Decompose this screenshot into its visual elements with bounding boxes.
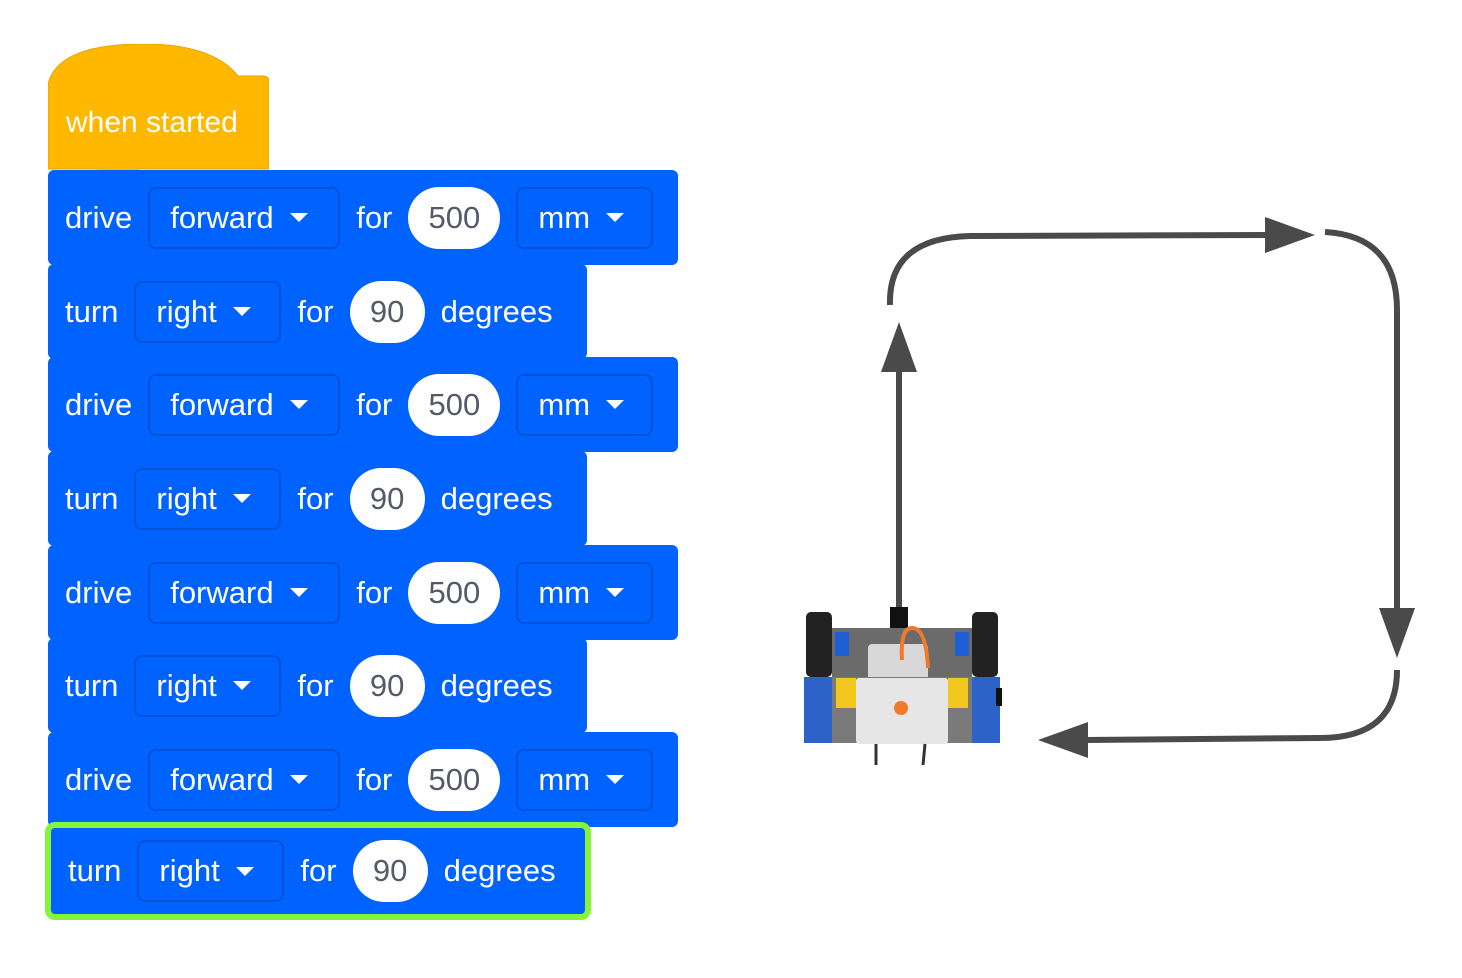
direction-value: right [156, 480, 217, 516]
turn-block[interactable]: turn right for 90 degrees [48, 638, 587, 733]
caret-down-icon [232, 494, 251, 503]
unit-value: mm [538, 761, 591, 797]
for-label: for [356, 199, 393, 235]
for-label: for [297, 667, 334, 703]
block-keyword: drive [65, 574, 133, 610]
direction-value: right [159, 853, 220, 888]
direction-value: forward [170, 574, 274, 610]
block-keyword: turn [65, 293, 119, 329]
turn-block[interactable]: turn right for 90 degrees [48, 451, 587, 546]
path-bottom-line [1084, 669, 1400, 743]
direction-dropdown[interactable]: right [137, 840, 285, 902]
direction-dropdown[interactable]: forward [148, 373, 341, 436]
drive-block[interactable]: drive forward for 500 mm [48, 545, 678, 640]
unit-value: mm [538, 574, 591, 610]
unit-label: degrees [440, 667, 553, 703]
unit-dropdown[interactable]: mm [516, 561, 654, 624]
value-input[interactable]: 500 [408, 561, 501, 624]
arrowhead-left-icon [1038, 722, 1088, 758]
for-label: for [356, 574, 393, 610]
for-label: for [297, 293, 334, 329]
hat-label: when started [66, 106, 238, 139]
value-input[interactable]: 90 [349, 280, 425, 343]
caret-down-icon [289, 775, 308, 784]
unit-value: mm [538, 386, 591, 422]
unit-value: mm [538, 199, 591, 235]
block-keyword: drive [65, 386, 133, 422]
unit-label: degrees [440, 480, 553, 516]
value-input[interactable]: 500 [408, 186, 501, 249]
caret-down-icon [232, 307, 251, 316]
value-input[interactable]: 90 [349, 467, 425, 530]
for-label: for [356, 386, 393, 422]
block-keyword: drive [65, 199, 133, 235]
direction-dropdown[interactable]: forward [148, 561, 341, 624]
direction-dropdown[interactable]: forward [148, 748, 341, 811]
caret-down-icon [232, 681, 251, 690]
value-input[interactable]: 500 [408, 373, 501, 436]
caret-down-icon [289, 400, 308, 409]
for-label: for [356, 761, 393, 797]
caret-down-icon [606, 400, 625, 409]
block-keyword: turn [68, 853, 122, 888]
value-input[interactable]: 90 [349, 654, 425, 717]
turn-block[interactable]: turn right for 90 degrees [45, 822, 591, 920]
direction-value: right [156, 293, 217, 329]
unit-dropdown[interactable]: mm [516, 373, 654, 436]
direction-dropdown[interactable]: right [134, 654, 282, 717]
path-top-line [886, 232, 1271, 306]
caret-down-icon [606, 588, 625, 597]
block-keyword: turn [65, 667, 119, 703]
drive-block[interactable]: drive forward for 500 mm [48, 170, 678, 265]
caret-down-icon [606, 213, 625, 222]
drive-block[interactable]: drive forward for 500 mm [48, 732, 678, 827]
direction-dropdown[interactable]: forward [148, 186, 341, 249]
value-input[interactable]: 500 [408, 748, 501, 811]
caret-down-icon [289, 588, 308, 597]
for-label: for [300, 853, 337, 888]
block-keyword: turn [65, 480, 119, 516]
direction-dropdown[interactable]: right [134, 280, 282, 343]
unit-dropdown[interactable]: mm [516, 186, 654, 249]
caret-down-icon [235, 866, 254, 876]
unit-dropdown[interactable]: mm [516, 748, 654, 811]
turn-block[interactable]: turn right for 90 degrees [48, 264, 587, 359]
drive-block[interactable]: drive forward for 500 mm [48, 357, 678, 452]
arrowhead-right-icon [1265, 217, 1315, 253]
direction-value: forward [170, 386, 274, 422]
arrowhead-up-icon [881, 322, 917, 372]
robot-icon [804, 607, 1002, 766]
path-right-line [1324, 229, 1400, 612]
for-label: for [297, 480, 334, 516]
direction-dropdown[interactable]: right [134, 467, 282, 530]
direction-value: forward [170, 761, 274, 797]
unit-label: degrees [440, 293, 553, 329]
direction-value: right [156, 667, 217, 703]
unit-label: degrees [443, 853, 556, 888]
arrowhead-down-icon [1379, 608, 1415, 658]
caret-down-icon [289, 213, 308, 222]
value-input[interactable]: 90 [352, 840, 428, 902]
direction-value: forward [170, 199, 274, 235]
block-keyword: drive [65, 761, 133, 797]
caret-down-icon [606, 775, 625, 784]
